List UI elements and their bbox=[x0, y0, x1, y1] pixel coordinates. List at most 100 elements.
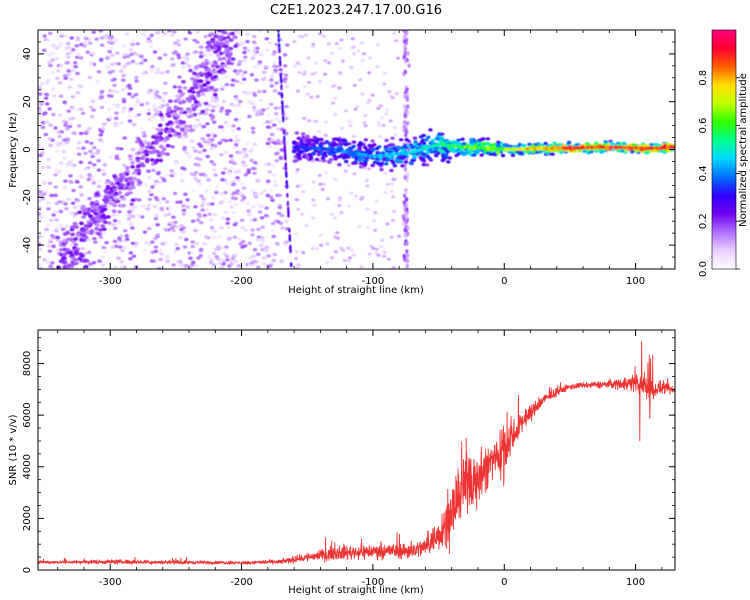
noise-blob bbox=[43, 111, 48, 115]
signal-line-blob bbox=[291, 150, 297, 154]
noise-blob bbox=[74, 44, 80, 48]
noise-blob bbox=[238, 242, 243, 246]
noise-blob bbox=[99, 130, 105, 134]
noise-blob bbox=[175, 260, 181, 264]
diagonal-band-blob bbox=[73, 242, 79, 247]
noise-blob bbox=[340, 59, 345, 63]
noise-blob bbox=[96, 159, 101, 163]
signal-line-blob bbox=[522, 143, 527, 147]
noise-blob bbox=[163, 53, 168, 57]
noise-blob bbox=[352, 52, 357, 56]
noise-blob bbox=[199, 221, 204, 225]
vertical-streak-blob bbox=[404, 190, 408, 196]
diagonal-band-blob bbox=[202, 83, 208, 87]
noise-blob bbox=[147, 118, 152, 122]
noise-blob bbox=[64, 140, 70, 144]
colorbar-tick-label: 0.6 bbox=[698, 118, 709, 134]
noise-blob bbox=[42, 192, 47, 196]
noise-blob bbox=[88, 175, 93, 179]
noise-blob bbox=[339, 126, 344, 130]
noise-blob bbox=[98, 58, 104, 63]
signal-line-blob bbox=[375, 150, 380, 155]
noise-blob bbox=[264, 206, 269, 210]
noise-blob bbox=[201, 92, 206, 96]
signal-line-blob bbox=[424, 138, 429, 142]
diagonal-band-blob bbox=[172, 109, 178, 114]
noise-blob bbox=[163, 81, 168, 85]
diagonal-band-blob bbox=[83, 264, 89, 269]
noise-blob bbox=[295, 266, 300, 269]
noise-blob bbox=[219, 106, 225, 110]
noise-blob bbox=[64, 207, 69, 211]
noise-blob bbox=[233, 69, 238, 73]
noise-blob bbox=[323, 72, 328, 76]
noise-blob bbox=[55, 226, 60, 230]
noise-blob bbox=[156, 30, 161, 35]
noise-blob bbox=[164, 228, 169, 232]
y-tick-label: 8000 bbox=[22, 351, 33, 376]
noise-blob bbox=[121, 97, 127, 101]
noise-blob bbox=[133, 244, 138, 248]
noise-blob bbox=[283, 73, 289, 77]
noise-blob bbox=[98, 96, 104, 100]
noise-blob bbox=[201, 125, 206, 129]
noise-blob bbox=[250, 233, 255, 237]
noise-blob bbox=[110, 78, 116, 82]
noise-blob bbox=[171, 215, 176, 219]
noise-blob bbox=[145, 207, 150, 211]
noise-blob bbox=[379, 245, 383, 249]
noise-blob bbox=[295, 250, 299, 253]
noise-blob bbox=[58, 94, 64, 98]
noise-blob bbox=[145, 145, 150, 149]
vertical-streak-blob bbox=[404, 58, 408, 64]
noise-blob bbox=[210, 115, 216, 119]
noise-blob bbox=[223, 210, 229, 214]
noise-blob bbox=[269, 84, 274, 88]
diagonal-band-blob bbox=[151, 135, 156, 139]
noise-blob bbox=[53, 210, 58, 214]
noise-blob bbox=[127, 154, 133, 158]
noise-blob bbox=[156, 48, 161, 52]
diagonal-band-blob bbox=[130, 160, 135, 165]
vertical-streak-blob bbox=[403, 54, 407, 59]
signal-line-blob bbox=[305, 156, 310, 160]
colorbar-frame bbox=[711, 29, 737, 270]
noise-blob bbox=[44, 227, 49, 232]
noise-blob bbox=[146, 112, 151, 116]
noise-blob bbox=[241, 186, 247, 190]
diagonal-band-blob bbox=[206, 71, 212, 76]
noise-blob bbox=[68, 160, 73, 164]
noise-blob bbox=[69, 77, 74, 81]
noise-blob bbox=[161, 197, 166, 201]
diagonal-band-blob bbox=[156, 153, 162, 158]
signal-line-blob bbox=[351, 144, 356, 148]
noise-blob bbox=[254, 78, 259, 82]
vertical-streak-blob bbox=[405, 87, 409, 92]
noise-blob bbox=[274, 241, 280, 246]
noise-blob bbox=[108, 54, 114, 58]
noise-blob bbox=[255, 46, 260, 50]
noise-blob bbox=[188, 124, 193, 128]
noise-blob bbox=[337, 86, 342, 90]
noise-blob bbox=[148, 203, 153, 207]
noise-blob bbox=[61, 119, 66, 123]
noise-blob bbox=[367, 99, 372, 102]
diagonal-band-blob bbox=[89, 202, 95, 206]
noise-blob bbox=[278, 156, 284, 160]
vertical-streak-blob bbox=[403, 114, 407, 119]
diagonal-band-blob bbox=[222, 50, 228, 55]
diagonal-band-blob bbox=[141, 154, 146, 159]
noise-blob bbox=[84, 36, 89, 41]
signal-line-blob bbox=[389, 168, 394, 173]
noise-blob bbox=[48, 123, 53, 127]
diagonal-band-blob bbox=[88, 222, 93, 227]
diagonal-band-blob bbox=[159, 150, 165, 155]
noise-blob bbox=[221, 99, 227, 104]
diagonal-band-blob bbox=[170, 128, 176, 133]
diagonal-band-blob bbox=[193, 100, 199, 104]
noise-blob bbox=[330, 256, 334, 260]
noise-blob bbox=[187, 31, 193, 35]
noise-blob bbox=[271, 164, 276, 168]
noise-blob bbox=[49, 193, 54, 198]
vertical-streak-blob bbox=[405, 207, 409, 212]
